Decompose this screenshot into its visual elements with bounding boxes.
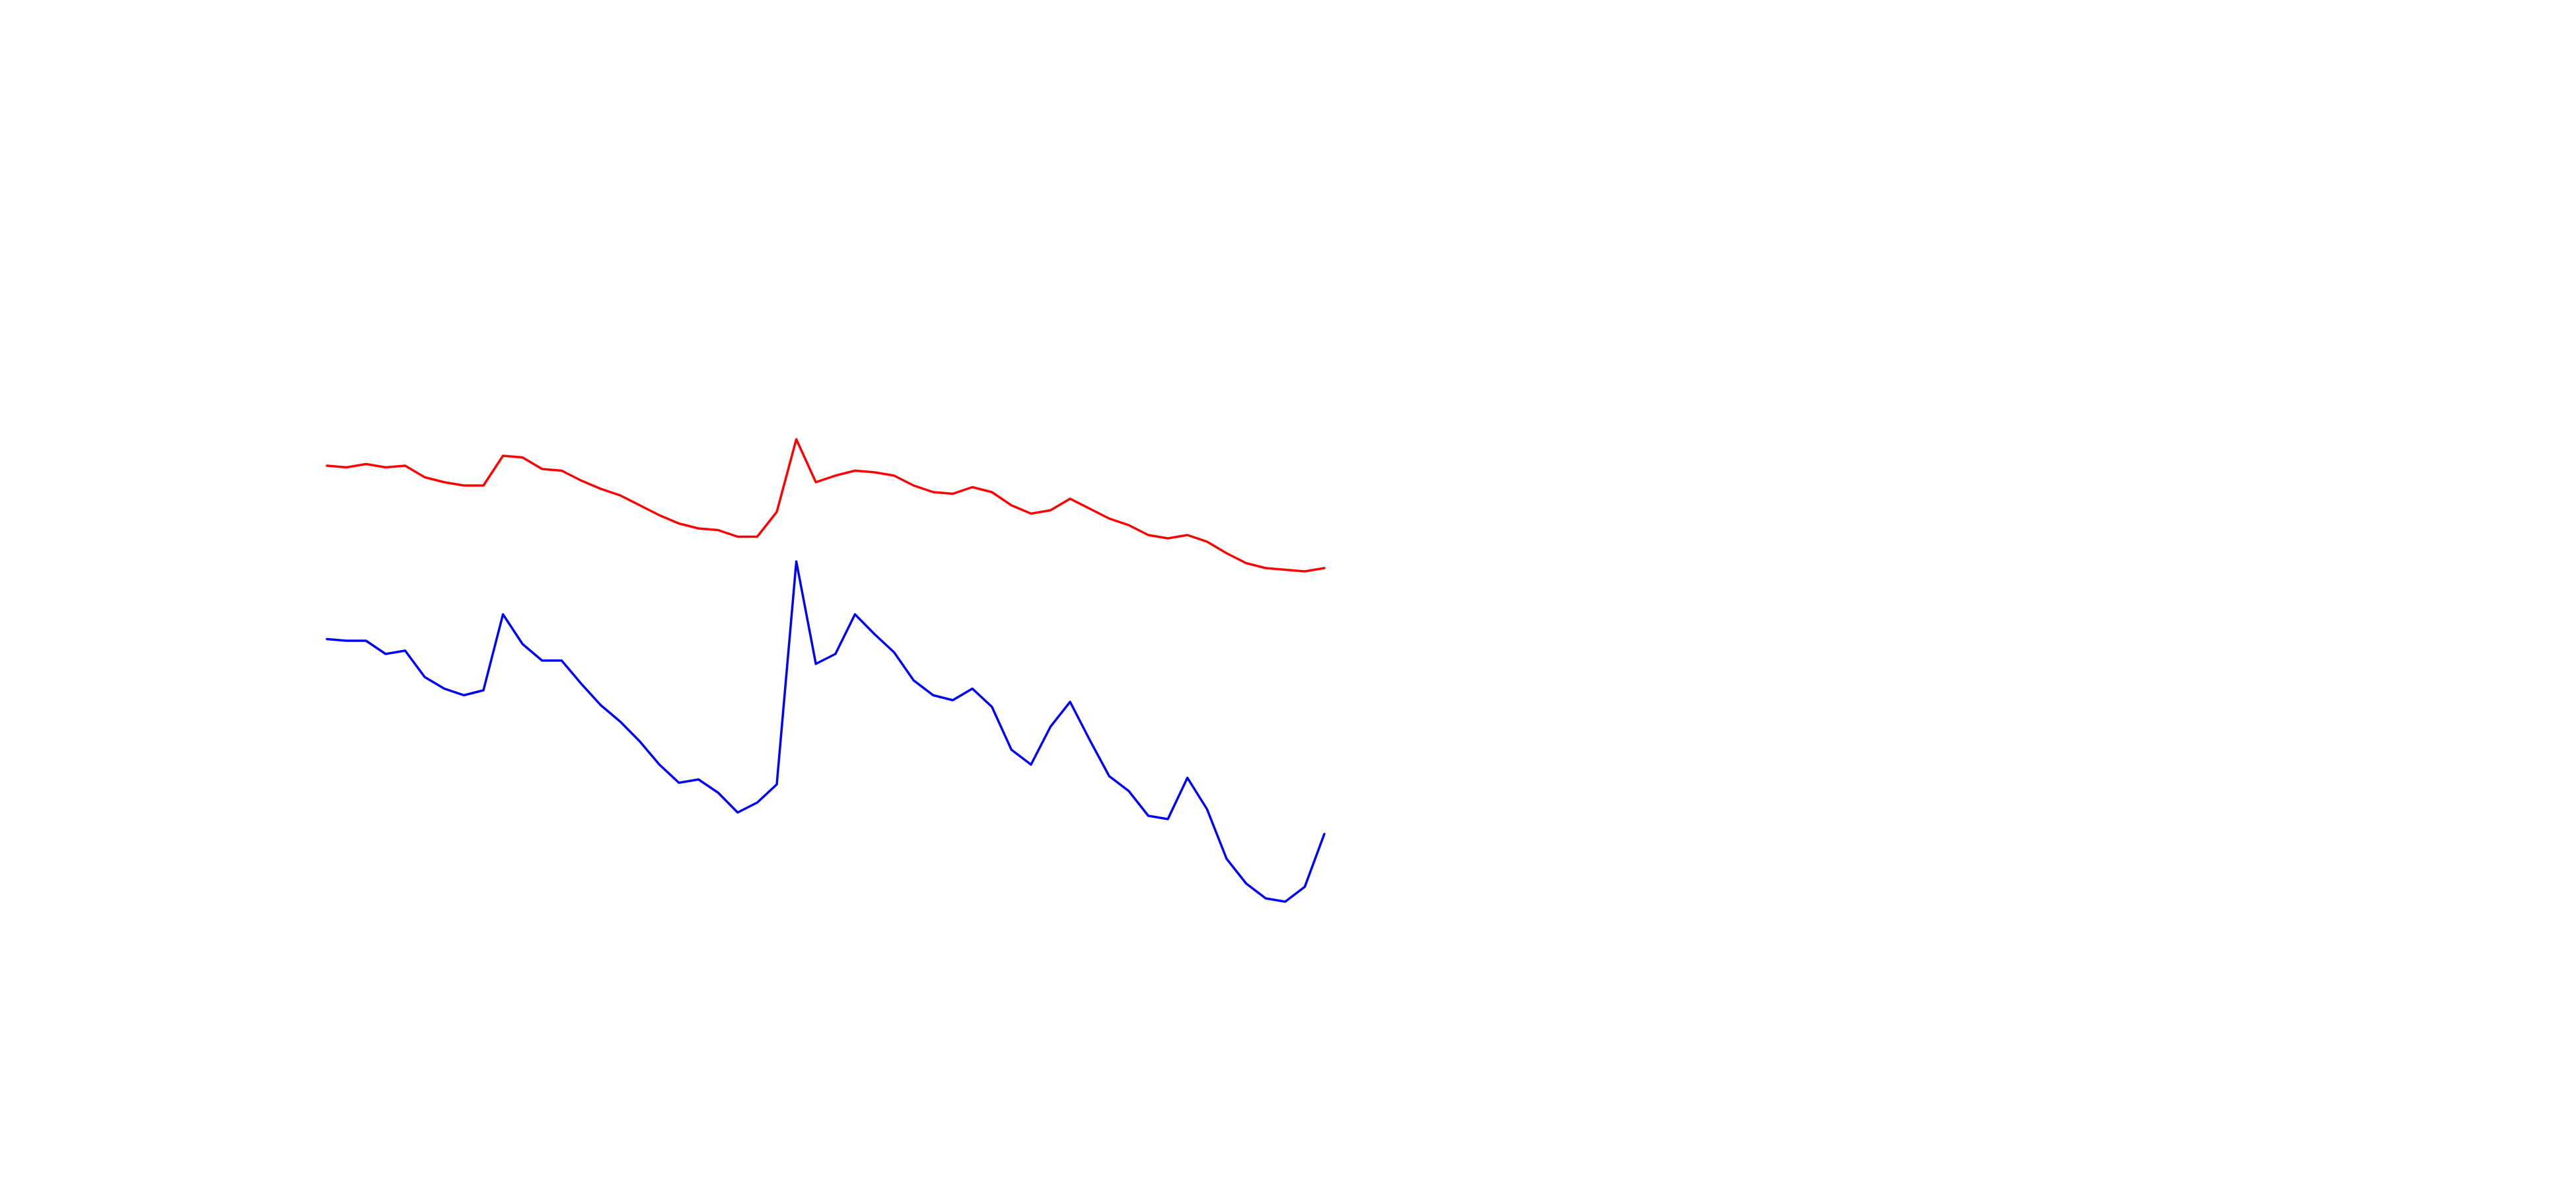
data-line [326, 438, 1326, 573]
data-line [326, 560, 1326, 903]
